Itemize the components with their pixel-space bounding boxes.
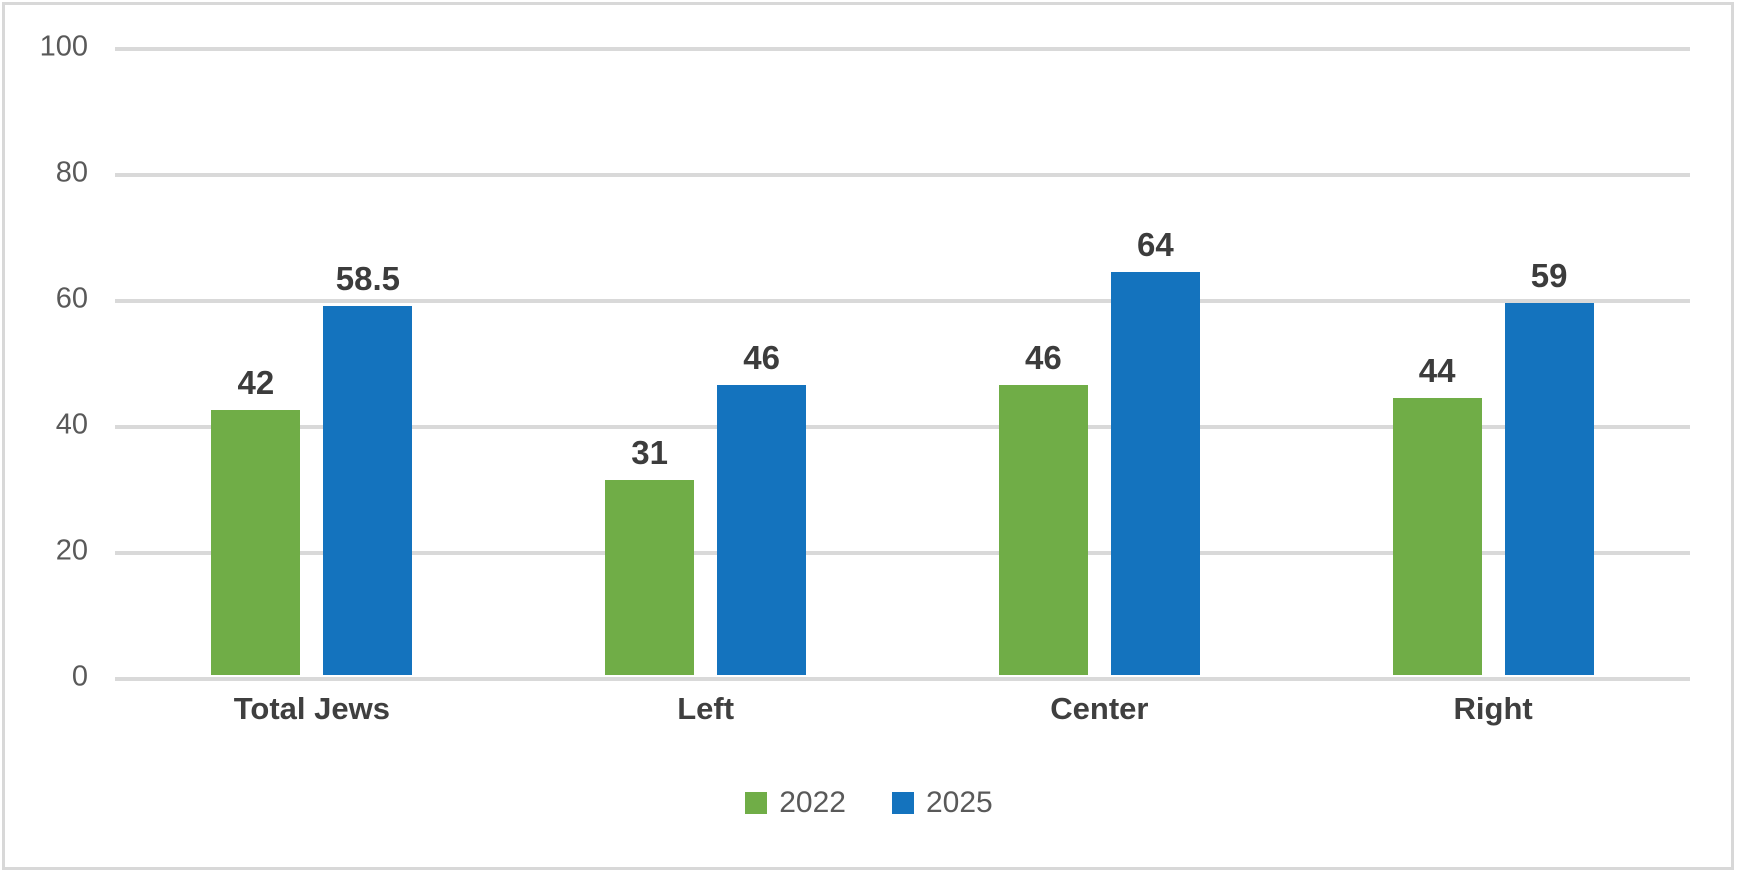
bar-col-2025-center: 64 — [1110, 225, 1200, 675]
bar-value-label-2022-right: 44 — [1418, 351, 1456, 389]
legend-label-2025: 2025 — [926, 786, 993, 819]
bar-col-2025-total-jews: 58.5 — [323, 260, 413, 675]
category-label-center: Center — [1050, 691, 1149, 726]
legend-item-2022: 2022 — [745, 788, 846, 818]
y-axis-tick-label-0: 0 — [71, 660, 88, 693]
bar-col-2025-left: 46 — [717, 339, 807, 675]
bar-col-2022-left: 31 — [605, 433, 695, 675]
gridline-20 — [115, 551, 1690, 555]
gridline-100 — [115, 47, 1690, 51]
y-axis-tick-label-40: 40 — [55, 408, 88, 441]
x-axis-category-labels: Total Jews Left Center Right — [115, 693, 1690, 724]
y-axis-tick-label-100: 100 — [39, 30, 88, 63]
bar-value-label-2025-center: 64 — [1137, 225, 1174, 263]
bar-2022-left — [605, 479, 695, 675]
plot-area: 0 20 40 60 80 100 42 58.5 31 46 46 64 44 59 — [40, 32, 1690, 691]
bar-col-2022-total-jews: 42 — [211, 364, 301, 675]
bar-value-label-2022-total-jews: 42 — [237, 364, 275, 402]
y-axis-tick-label-20: 20 — [55, 534, 88, 567]
bar-value-label-2025-right: 59 — [1530, 257, 1568, 295]
legend-item-2025: 2025 — [892, 788, 993, 818]
legend: 2022 2025 — [0, 788, 1738, 818]
category-label-total-jews: Total Jews — [233, 691, 390, 726]
bar-groups: 42 58.5 31 46 46 64 44 59 — [115, 45, 1690, 675]
bar-col-2025-right: 59 — [1504, 257, 1594, 675]
gridline-60 — [115, 299, 1690, 303]
category-label-left: Left — [677, 691, 735, 726]
bar-2022-total-jews — [211, 410, 301, 675]
bar-group-total-jews: 42 58.5 — [115, 45, 509, 675]
gridline-40 — [115, 425, 1690, 429]
bar-value-label-2025-total-jews: 58.5 — [335, 260, 400, 298]
bar-value-label-2022-left: 31 — [631, 433, 668, 471]
y-axis-tick-label-80: 80 — [55, 156, 88, 189]
bar-col-2022-right: 44 — [1392, 351, 1482, 675]
bar-col-2022-center: 46 — [998, 339, 1088, 675]
gridline-80 — [115, 173, 1690, 177]
bar-2022-center — [998, 385, 1088, 675]
legend-label-2022: 2022 — [779, 786, 846, 819]
bar-2022-right — [1392, 397, 1482, 675]
legend-swatch-2022 — [745, 792, 768, 814]
bar-2025-right — [1504, 303, 1594, 675]
bar-group-center: 46 64 — [903, 45, 1297, 675]
bar-2025-total-jews — [323, 306, 413, 675]
bar-value-label-2025-left: 46 — [743, 339, 780, 377]
bar-2025-center — [1110, 271, 1200, 675]
gridline-0 — [115, 677, 1690, 681]
legend-swatch-2025 — [892, 792, 914, 814]
bar-group-left: 31 46 — [509, 45, 903, 675]
bar-group-right: 44 59 — [1296, 45, 1690, 675]
category-label-right: Right — [1453, 691, 1533, 726]
y-axis-tick-label-60: 60 — [55, 282, 88, 315]
bar-value-label-2022-center: 46 — [1025, 339, 1062, 377]
bar-2025-left — [717, 385, 807, 675]
